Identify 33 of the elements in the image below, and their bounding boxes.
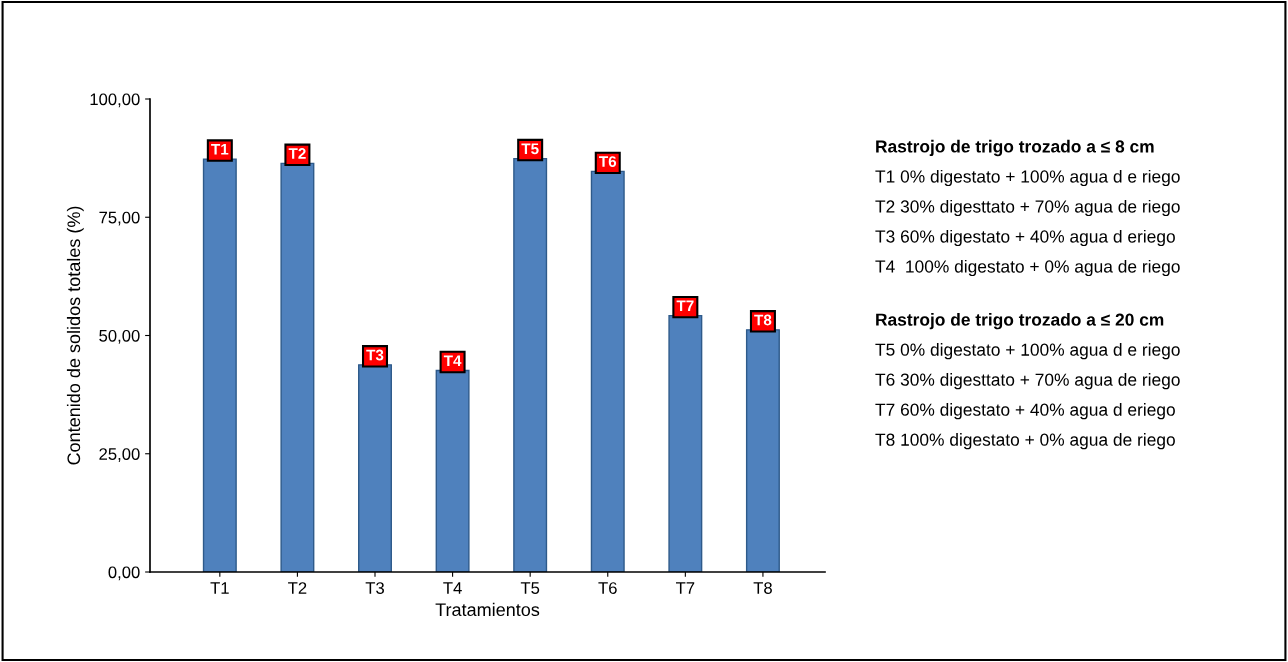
annotation: T1 [211, 144, 229, 155]
text: T5 0% digestato + 100% agua d e riego [875, 343, 1180, 360]
annotation: T4 [443, 355, 462, 366]
text: Rastrojo de trigo trozado a ≤ 8 cm [876, 139, 1154, 157]
x-tick-label: T8 [753, 582, 772, 594]
x-tick-label: T6 [598, 582, 617, 594]
text: T1 0% digestato + 100% agua d e riego [875, 169, 1180, 187]
y-tick-label: 100,00 [90, 93, 140, 108]
text: T6 30% digesttato + 70% agua de riego [875, 373, 1180, 390]
annotation: T6 [599, 156, 617, 167]
text: Rastrojo de trigo trozado a ≤ 20 cm [876, 313, 1164, 330]
x-tick-label: T2 [288, 582, 307, 594]
x-tick-label: T3 [365, 582, 384, 594]
annotation: T3 [366, 349, 384, 361]
text: T4 100% digestato + 0% agua de riego [875, 259, 1180, 277]
x-tick-label: T1 [210, 582, 229, 594]
annotation: T7 [676, 300, 694, 312]
x-tick-label: T4 [443, 582, 462, 594]
x-tick-label: T5 [520, 582, 540, 594]
y-tick-label: 25,00 [99, 448, 140, 462]
text: T7 60% digestato + 40% agua d eriego [875, 403, 1175, 420]
annotation: T5 [521, 143, 539, 155]
y-axis-title: Contenido de solidos totales (%) [66, 206, 84, 465]
text: T3 60% digestato + 40% agua d eriego [875, 229, 1175, 247]
x-axis-title: Tratamientos [435, 602, 540, 617]
text: T2 30% digesttato + 70% agua de riego [875, 199, 1180, 217]
y-tick-label: 50,00 [99, 329, 140, 344]
y-tick-label: 0,00 [108, 566, 140, 581]
text: T8 100% digestato + 0% agua de riego [875, 433, 1175, 450]
annotation: T8 [754, 314, 772, 326]
x-tick-label: T7 [676, 582, 695, 594]
y-tick-label: 75,00 [99, 211, 140, 226]
annotation: T2 [288, 148, 306, 159]
